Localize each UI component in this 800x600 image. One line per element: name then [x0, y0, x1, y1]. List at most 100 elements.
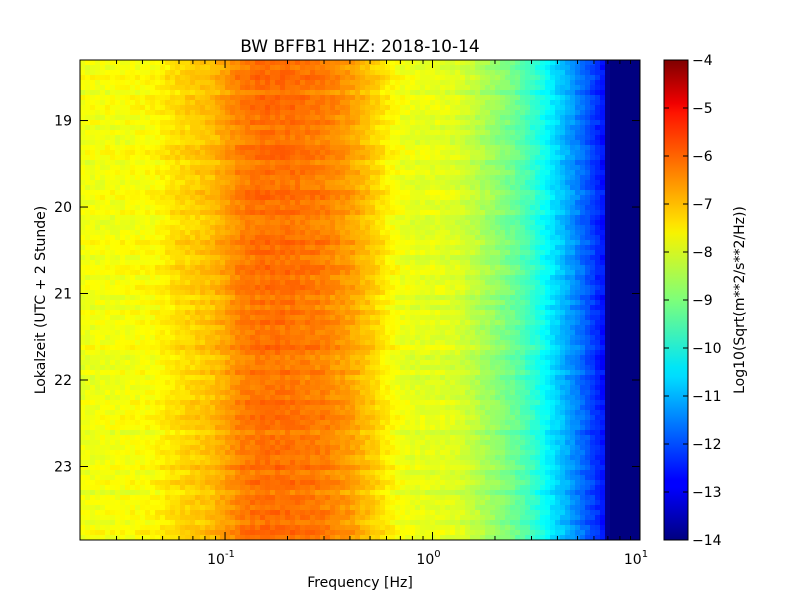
heatmap-cell — [165, 520, 171, 526]
heatmap-cell — [225, 395, 231, 401]
heatmap-cell — [275, 330, 281, 336]
heatmap-cell — [220, 355, 226, 361]
heatmap-cell — [195, 330, 201, 336]
heatmap-cell — [100, 530, 106, 536]
heatmap-cell — [80, 450, 86, 456]
heatmap-cell — [310, 125, 316, 131]
heatmap-cell — [130, 180, 136, 186]
heatmap-cell — [285, 355, 291, 361]
heatmap-cell — [215, 200, 221, 206]
heatmap-cell — [240, 245, 246, 251]
heatmap-cell — [255, 295, 261, 301]
heatmap-cell — [100, 500, 106, 506]
heatmap-cell — [185, 380, 191, 386]
heatmap-cell — [205, 255, 211, 261]
heatmap-cell — [330, 405, 336, 411]
heatmap-cell — [305, 435, 311, 441]
heatmap-cell — [320, 410, 326, 416]
heatmap-cell — [295, 290, 301, 296]
heatmap-cell — [110, 160, 116, 166]
heatmap-cell — [140, 110, 146, 116]
heatmap-cell — [220, 535, 226, 541]
heatmap-cell — [290, 375, 296, 381]
heatmap-cell — [95, 285, 101, 291]
heatmap-cell — [320, 95, 326, 101]
heatmap-cell — [270, 245, 276, 251]
heatmap-cell — [320, 175, 326, 181]
heatmap-cell — [330, 255, 336, 261]
heatmap-cell — [270, 380, 276, 386]
heatmap-cell — [195, 290, 201, 296]
heatmap-cell — [280, 130, 286, 136]
heatmap-cell — [155, 195, 161, 201]
heatmap-cell — [145, 265, 151, 271]
heatmap-cell — [90, 150, 96, 156]
heatmap-cell — [220, 150, 226, 156]
heatmap-cell — [130, 480, 136, 486]
heatmap-cell — [290, 385, 296, 391]
heatmap-cell — [205, 385, 211, 391]
heatmap-cell — [245, 195, 251, 201]
heatmap-cell — [285, 100, 291, 106]
heatmap-cell — [295, 525, 301, 531]
heatmap-cell — [190, 135, 196, 141]
heatmap-cell — [125, 265, 131, 271]
heatmap-cell — [100, 105, 106, 111]
heatmap-cell — [285, 185, 291, 191]
heatmap-cell — [140, 325, 146, 331]
heatmap-cell — [90, 60, 96, 66]
heatmap-cell — [205, 75, 211, 81]
heatmap-cell — [105, 300, 111, 306]
heatmap-cell — [270, 405, 276, 411]
heatmap-cell — [175, 220, 181, 226]
heatmap-cell — [155, 395, 161, 401]
heatmap-cell — [210, 295, 216, 301]
heatmap-cell — [220, 350, 226, 356]
heatmap-cell — [295, 85, 301, 91]
heatmap-cell — [125, 385, 131, 391]
heatmap-cell — [250, 490, 256, 496]
heatmap-cell — [155, 245, 161, 251]
heatmap-cell — [155, 95, 161, 101]
heatmap-cell — [115, 240, 121, 246]
heatmap-cell — [185, 200, 191, 206]
heatmap-cell — [195, 160, 201, 166]
heatmap-cell — [175, 300, 181, 306]
heatmap-cell — [170, 335, 176, 341]
heatmap-cell — [335, 435, 341, 441]
heatmap-cell — [330, 315, 336, 321]
heatmap-cell — [90, 145, 96, 151]
heatmap-cell — [210, 305, 216, 311]
heatmap-cell — [315, 275, 321, 281]
heatmap-cell — [335, 195, 341, 201]
heatmap-cell — [290, 185, 296, 191]
heatmap-cell — [90, 450, 96, 456]
heatmap-cell — [220, 205, 226, 211]
heatmap-cell — [310, 350, 316, 356]
heatmap-cell — [260, 290, 266, 296]
heatmap-cell — [140, 130, 146, 136]
heatmap-cell — [165, 75, 171, 81]
heatmap-cell — [160, 415, 166, 421]
heatmap-cell — [245, 275, 251, 281]
heatmap-cell — [265, 150, 271, 156]
heatmap-cell — [195, 370, 201, 376]
heatmap-cell — [210, 230, 216, 236]
heatmap-cell — [305, 195, 311, 201]
heatmap-cell — [230, 495, 236, 501]
heatmap-cell — [145, 65, 151, 71]
heatmap-cell — [235, 500, 241, 506]
heatmap-cell — [315, 535, 321, 541]
heatmap-cell — [180, 195, 186, 201]
heatmap-cell — [135, 470, 141, 476]
heatmap-cell — [275, 365, 281, 371]
heatmap-cell — [80, 340, 86, 346]
heatmap-cell — [160, 485, 166, 491]
heatmap-cell — [315, 85, 321, 91]
heatmap-cell — [325, 200, 331, 206]
heatmap-cell — [95, 130, 101, 136]
heatmap-cell — [160, 305, 166, 311]
heatmap-cell — [235, 285, 241, 291]
heatmap-cell — [110, 505, 116, 511]
heatmap-cell — [140, 180, 146, 186]
